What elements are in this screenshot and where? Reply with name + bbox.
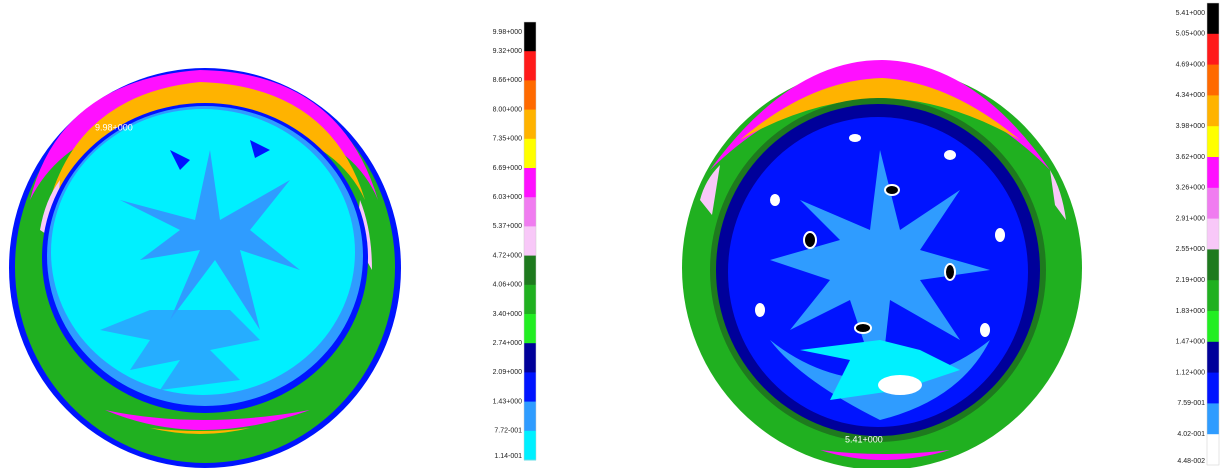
right-contour: 5.41+000 [682,60,1082,468]
left-contour: 9.98+000 [9,68,401,468]
contour-plots: 9.98+000 5.41+000 9.98+000 9.32+000 8.66+0… [0,0,1220,468]
colorbar-segment [524,431,536,461]
colorbar-segment [524,314,536,344]
colorbar-label: 6.03+000 [493,194,522,201]
colorbar-segment [1207,157,1219,188]
colorbar-segment [524,256,536,286]
colorbar-label: 1.12+000 [1176,369,1205,376]
colorbar-segment [524,110,536,140]
colorbar-segment [1207,311,1219,342]
colorbar-label: 2.55+000 [1176,246,1205,253]
colorbar-label: 2.09+000 [493,369,522,376]
colorbar-segment [1207,403,1219,434]
colorbar-segment [1207,95,1219,126]
colorbar-segment [524,197,536,227]
colorbar-segment [1207,280,1219,311]
colorbar-label: 4.02-001 [1177,431,1205,438]
colorbar-segment [524,168,536,198]
colorbar-label: 5.05+000 [1176,31,1205,38]
colorbar-label: 4.06+000 [493,282,522,289]
colorbar-label: 2.91+000 [1176,215,1205,222]
colorbar-label: 7.59-001 [1177,400,1205,407]
colorbar-label: 8.66+000 [493,77,522,84]
colorbar-label: 9.98+000 [493,29,522,36]
colorbar-segment [1207,3,1219,34]
colorbar-segment [1207,126,1219,157]
colorbar-label: 2.74+000 [493,340,522,347]
colorbar-segment [1207,373,1219,404]
colorbar-label: 4.34+000 [1176,92,1205,99]
colorbar-segment [1207,34,1219,65]
colorbar-label: 4.48-002 [1177,458,1205,465]
colorbar-segment [1207,219,1219,250]
colorbar-segment [1207,249,1219,280]
colorbar-label: 1.83+000 [1176,308,1205,315]
colorbar-label: 2.19+000 [1176,277,1205,284]
colorbar-segment [524,226,536,256]
colorbar-label: 8.00+000 [493,106,522,113]
colorbar-label: 1.47+000 [1176,339,1205,346]
colorbar-label: 7.35+000 [493,136,522,143]
colorbar-label: 3.62+000 [1176,154,1205,161]
colorbar-segment [524,80,536,110]
colorbar-label: 3.26+000 [1176,185,1205,192]
colorbar-segment [1207,65,1219,96]
colorbar-label: 4.69+000 [1176,61,1205,68]
max-annotation: 9.98+000 [95,122,133,132]
colorbar-label: 6.69+000 [493,165,522,172]
colorbar-label: 9.32+000 [493,48,522,55]
colorbar-label: 1.14-001 [494,453,522,460]
colorbar-segment [1207,342,1219,373]
max-annotation: 5.41+000 [845,434,883,444]
colorbar-segment [524,285,536,315]
colorbar-segment [1207,188,1219,219]
colorbar-label: 3.98+000 [1176,123,1205,130]
colorbar-label: 7.72-001 [494,428,522,435]
page: 9.98+000 5.41+000 9.98+000 9.32+000 8.66+0… [0,0,1220,468]
colorbar-label: 5.41+000 [1176,10,1205,17]
colorbar-segment [524,343,536,373]
colorbar-segment [524,402,536,432]
colorbar-label: 4.72+000 [493,252,522,259]
colorbar-label: 1.43+000 [493,398,522,405]
colorbar-label: 5.37+000 [493,223,522,230]
colorbar-segment [524,51,536,81]
colorbar-label: 3.40+000 [493,311,522,318]
colorbar-segment [524,372,536,402]
colorbar-segment [524,22,536,52]
colorbar-segment [1207,434,1219,465]
colorbar-segment [524,139,536,169]
